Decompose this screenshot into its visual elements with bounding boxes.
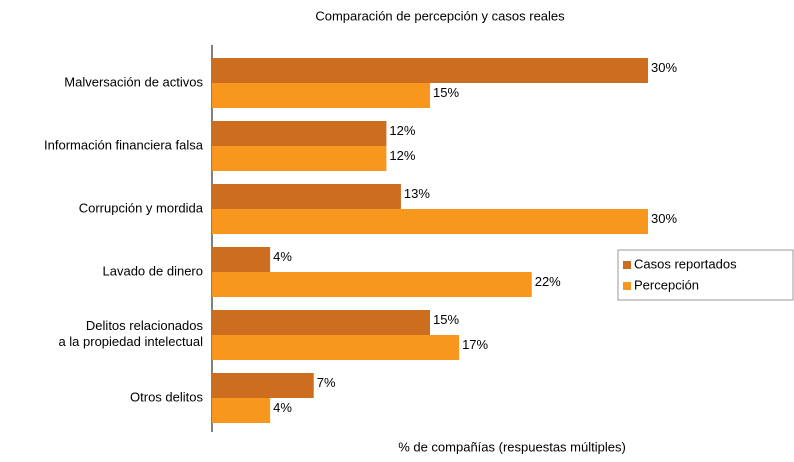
data-label: 15% (433, 312, 459, 327)
legend-label: Percepción (634, 277, 699, 292)
data-label: 17% (462, 337, 488, 352)
y-tick-label: Corrupción y mordida (79, 200, 204, 215)
bar (212, 58, 648, 83)
data-label: 30% (651, 60, 677, 75)
data-label: 30% (651, 211, 677, 226)
legend-swatch (623, 282, 631, 290)
data-label: 7% (317, 375, 336, 390)
bar (212, 335, 460, 360)
data-label: 12% (389, 148, 415, 163)
x-axis-label: % de compañías (respuestas múltiples) (398, 439, 626, 454)
bar (212, 83, 430, 108)
data-label: 4% (273, 249, 292, 264)
bar (212, 272, 532, 297)
bar (212, 247, 271, 272)
bar (212, 146, 387, 171)
data-label: 13% (404, 186, 430, 201)
y-tick-label: Delitos relacionados a la propiedad intel… (58, 318, 203, 349)
legend-label: Casos reportados (634, 256, 737, 271)
bar (212, 398, 271, 423)
data-label: 15% (433, 85, 459, 100)
y-tick-label: Otros delitos (130, 389, 203, 404)
y-tick-label: Malversación de activos (64, 74, 203, 89)
legend-swatch (623, 261, 631, 269)
bar (212, 121, 387, 146)
bar (212, 209, 648, 234)
data-label: 12% (389, 123, 415, 138)
y-tick-label: Información financiera falsa (44, 137, 204, 152)
legend-box (617, 249, 794, 301)
data-label: 22% (535, 274, 561, 289)
bar (212, 373, 314, 398)
data-label: 4% (273, 400, 292, 415)
chart-title: Comparación de percepción y casos reales (315, 8, 565, 23)
y-tick-label: Lavado de dinero (103, 263, 203, 278)
bar (212, 310, 430, 335)
bar (212, 184, 401, 209)
